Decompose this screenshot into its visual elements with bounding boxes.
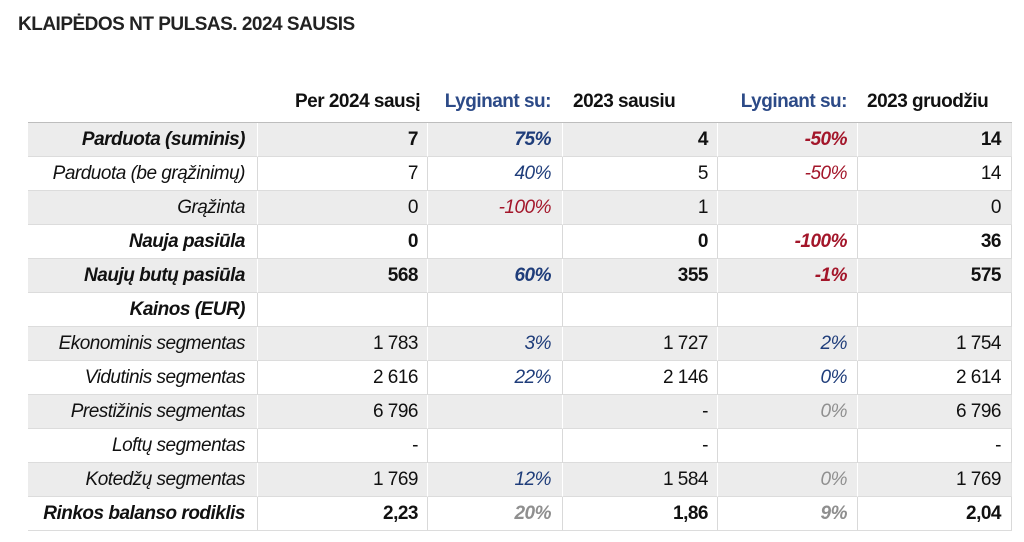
column-header: Lyginant su:: [444, 91, 552, 112]
row-label: Loftų segmentas: [28, 429, 257, 463]
value-cell: 0: [257, 225, 427, 259]
value-cell: 2 146: [562, 361, 717, 395]
row-label: Prestižinis segmentas: [28, 395, 257, 429]
change-cell: 0%: [717, 395, 857, 429]
value-cell: 1 783: [257, 327, 427, 361]
table-row: Ekonominis segmentas 1 783 3% 1 727 2% 1…: [28, 327, 1012, 361]
change-cell: 2%: [717, 327, 857, 361]
change-cell: [427, 293, 562, 327]
change-cell: [717, 191, 857, 225]
change-cell: 0%: [717, 361, 857, 395]
column-header: Per 2024 sausį: [294, 91, 421, 112]
change-cell: [717, 429, 857, 463]
value-cell: 575: [857, 259, 1012, 293]
value-cell: 7: [257, 157, 427, 191]
column-header: 2023 sausiu: [573, 91, 676, 112]
change-cell: -50%: [717, 123, 857, 157]
table-row: Grąžinta 0 -100% 1 0: [28, 191, 1012, 225]
value-cell: [257, 293, 427, 327]
change-cell: 40%: [427, 157, 562, 191]
row-label: Parduota (suminis): [28, 123, 257, 157]
value-cell: 6 796: [257, 395, 427, 429]
value-cell: 36: [857, 225, 1012, 259]
change-cell: [427, 429, 562, 463]
table-row: Nauja pasiūla 0 0 -100% 36: [28, 225, 1012, 259]
row-label: Vidutinis segmentas: [28, 361, 257, 395]
value-cell: 6 796: [857, 395, 1012, 429]
value-cell: 1: [562, 191, 717, 225]
value-cell: 14: [857, 157, 1012, 191]
column-header: Lyginant su:: [740, 91, 848, 112]
table-row: Vidutinis segmentas 2 616 22% 2 146 0% 2…: [28, 361, 1012, 395]
row-label: Kainos (EUR): [28, 293, 257, 327]
value-cell: 2,23: [257, 497, 427, 531]
row-label: Ekonominis segmentas: [28, 327, 257, 361]
row-label: Kotedžų segmentas: [28, 463, 257, 497]
value-cell: 1 727: [562, 327, 717, 361]
value-cell: 1 584: [562, 463, 717, 497]
table-row: Rinkos balanso rodiklis 2,23 20% 1,86 9%…: [28, 497, 1012, 531]
change-cell: 0%: [717, 463, 857, 497]
value-cell: -: [562, 395, 717, 429]
row-label: Naujų butų pasiūla: [28, 259, 257, 293]
value-cell: 0: [562, 225, 717, 259]
change-cell: 9%: [717, 497, 857, 531]
value-cell: -: [857, 429, 1012, 463]
table-row: Prestižinis segmentas 6 796 - 0% 6 796: [28, 395, 1012, 429]
change-cell: -1%: [717, 259, 857, 293]
change-cell: 12%: [427, 463, 562, 497]
change-cell: [427, 225, 562, 259]
change-cell: -100%: [717, 225, 857, 259]
change-cell: -50%: [717, 157, 857, 191]
table-row: Kotedžų segmentas 1 769 12% 1 584 0% 1 7…: [28, 463, 1012, 497]
column-headers: Per 2024 sausį Lyginant su: 2023 sausiu …: [28, 88, 1012, 116]
value-cell: 7: [257, 123, 427, 157]
value-cell: 1 769: [857, 463, 1012, 497]
data-table: Parduota (suminis) 7 75% 4 -50% 14 Pardu…: [28, 122, 1012, 531]
value-cell: 5: [562, 157, 717, 191]
row-label: Nauja pasiūla: [28, 225, 257, 259]
value-cell: 1 769: [257, 463, 427, 497]
value-cell: 0: [257, 191, 427, 225]
value-cell: -: [562, 429, 717, 463]
change-cell: 75%: [427, 123, 562, 157]
value-cell: 2,04: [857, 497, 1012, 531]
change-cell: 20%: [427, 497, 562, 531]
row-label: Rinkos balanso rodiklis: [28, 497, 257, 531]
table-row: Parduota (be grąžinimų) 7 40% 5 -50% 14: [28, 157, 1012, 191]
change-cell: 22%: [427, 361, 562, 395]
value-cell: 4: [562, 123, 717, 157]
value-cell: 2 616: [257, 361, 427, 395]
value-cell: 14: [857, 123, 1012, 157]
value-cell: [857, 293, 1012, 327]
table-row: Kainos (EUR): [28, 293, 1012, 327]
change-cell: [717, 293, 857, 327]
value-cell: [562, 293, 717, 327]
row-label: Grąžinta: [28, 191, 257, 225]
table-row: Parduota (suminis) 7 75% 4 -50% 14: [28, 123, 1012, 157]
value-cell: 1,86: [562, 497, 717, 531]
change-cell: 60%: [427, 259, 562, 293]
change-cell: -100%: [427, 191, 562, 225]
table-row: Loftų segmentas - - -: [28, 429, 1012, 463]
table-row: Naujų butų pasiūla 568 60% 355 -1% 575: [28, 259, 1012, 293]
column-header-empty: [28, 88, 257, 116]
column-header: 2023 gruodžiu: [867, 91, 989, 112]
value-cell: 1 754: [857, 327, 1012, 361]
row-label: Parduota (be grąžinimų): [28, 157, 257, 191]
value-cell: 2 614: [857, 361, 1012, 395]
value-cell: 0: [857, 191, 1012, 225]
value-cell: -: [257, 429, 427, 463]
value-cell: 355: [562, 259, 717, 293]
change-cell: 3%: [427, 327, 562, 361]
value-cell: 568: [257, 259, 427, 293]
change-cell: [427, 395, 562, 429]
page-title: KLAIPĖDOS NT PULSAS. 2024 SAUSIS: [18, 14, 355, 35]
